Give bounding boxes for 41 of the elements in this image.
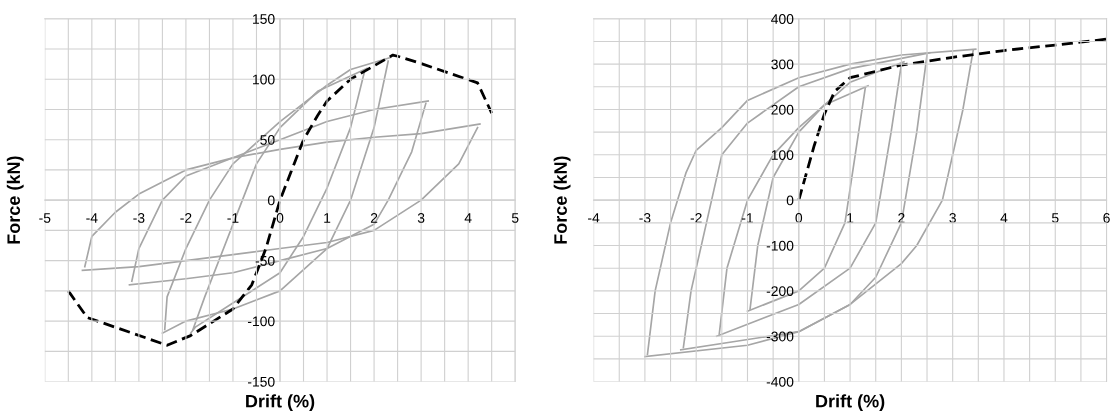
y-tick-label: 150: [253, 14, 275, 24]
x-tick-label: -4: [86, 213, 98, 223]
y-tick-label: 0: [786, 195, 794, 206]
y-tick-label: 50: [260, 135, 275, 145]
x-tick-label: 2: [898, 213, 905, 223]
x-tick-label: -4: [588, 213, 600, 223]
y-tick-label: -100: [766, 240, 794, 251]
x-tick-label: -5: [39, 213, 51, 223]
x-tick-label: -2: [690, 213, 702, 223]
x-tick-label: 0: [795, 213, 803, 223]
y-tick-label: -400: [766, 376, 794, 387]
x-axis-title: Drift (%): [816, 394, 885, 412]
y-tick-label: 200: [771, 104, 794, 115]
x-tick-label: 0: [276, 213, 284, 223]
y-tick-label: 0: [267, 195, 275, 206]
x-tick-label: 4: [1000, 213, 1008, 223]
y-axis-title: Force (kN): [6, 156, 24, 244]
y-tick-label: 100: [771, 150, 794, 160]
y-tick-label: -100: [247, 316, 275, 327]
x-axis-title: Drift (%): [246, 394, 315, 412]
y-tick-label: 300: [771, 59, 794, 70]
y-tick-label: -300: [766, 331, 794, 342]
x-tick-label: 6: [1103, 213, 1110, 223]
x-tick-label: 5: [1051, 213, 1059, 223]
x-tick-label: 2: [370, 213, 378, 223]
x-tick-label: 3: [949, 213, 956, 223]
y-tick-label: 100: [253, 74, 275, 85]
y-tick-label: -200: [766, 286, 794, 297]
x-tick-label: 4: [464, 213, 472, 223]
x-tick-label: 5: [511, 213, 519, 223]
x-tick-label: -2: [180, 213, 192, 223]
x-tick-label: 1: [847, 213, 854, 223]
x-tick-label: -1: [741, 213, 753, 223]
x-tick-label: 1: [324, 213, 331, 223]
x-tick-label: -1: [227, 213, 239, 223]
x-tick-label: -3: [133, 213, 145, 223]
y-tick-label: -150: [247, 376, 275, 387]
y-tick-label: 400: [771, 14, 794, 24]
x-tick-label: -3: [639, 213, 651, 223]
y-axis-title: Force (kN): [553, 156, 571, 244]
x-tick-label: 3: [417, 213, 425, 223]
